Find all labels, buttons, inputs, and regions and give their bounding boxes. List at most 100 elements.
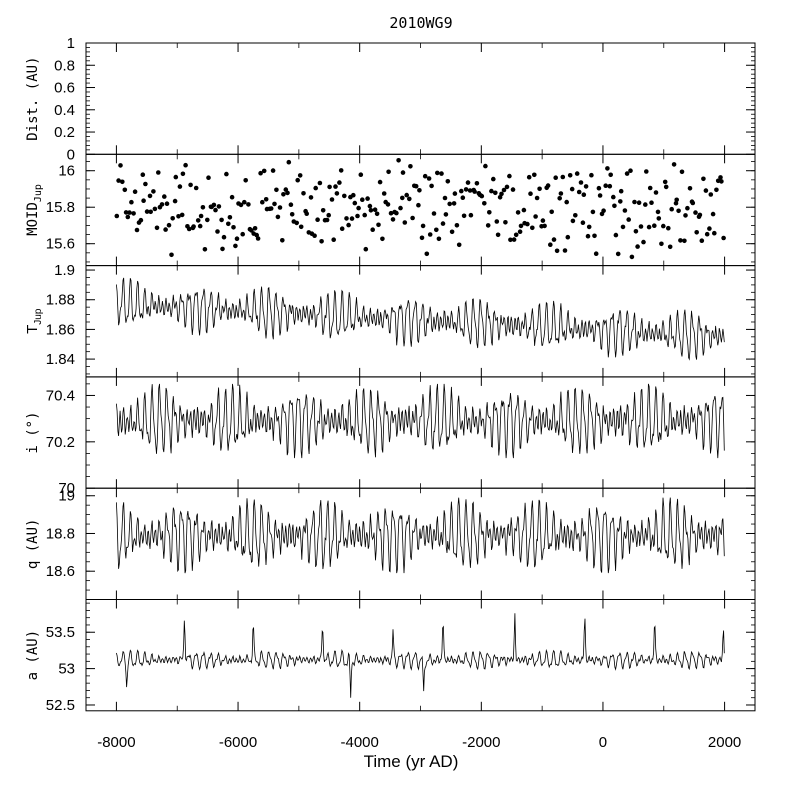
- moid-point: [342, 193, 347, 199]
- moid-point: [504, 184, 510, 190]
- moid-point: [545, 183, 551, 188]
- moid-point: [636, 200, 642, 205]
- moid-point: [315, 217, 320, 222]
- moid-point: [177, 184, 183, 189]
- moid-point: [125, 214, 131, 220]
- moid-point: [499, 191, 504, 197]
- moid-point: [272, 201, 277, 207]
- moid-point: [380, 236, 385, 242]
- x-tick-label: -8000: [97, 734, 135, 751]
- moid-point: [551, 237, 557, 242]
- moid-point: [570, 218, 576, 224]
- moid-point: [417, 188, 422, 193]
- panel-frame: [85, 376, 756, 489]
- moid-point: [419, 235, 425, 241]
- moid-point: [560, 174, 566, 180]
- y-tick-label: 1.88: [46, 292, 75, 309]
- moid-point: [472, 189, 477, 194]
- moid-point: [641, 239, 646, 245]
- moid-point: [459, 188, 464, 194]
- moid-point: [533, 214, 538, 219]
- moid-point: [169, 252, 174, 258]
- moid-point: [592, 233, 597, 239]
- moid-point: [410, 215, 415, 221]
- moid-point: [219, 217, 224, 223]
- moid-point: [394, 210, 399, 216]
- x-axis-label: Time (yr AD): [364, 752, 459, 771]
- moid-point: [603, 183, 608, 188]
- moid-point: [312, 233, 317, 238]
- moid-point: [708, 192, 714, 197]
- moid-point: [326, 212, 332, 218]
- moid-point: [721, 235, 726, 241]
- moid-point: [483, 163, 488, 169]
- moid-point: [622, 208, 628, 213]
- moid-point: [320, 208, 326, 213]
- moid-point: [215, 229, 220, 234]
- y-axis-label: a (AU): [25, 630, 41, 681]
- moid-point: [693, 210, 698, 215]
- moid-point: [280, 238, 285, 243]
- moid-point: [615, 251, 621, 257]
- panel-q: 18.6 18.8 19 q (AU): [25, 487, 756, 601]
- moid-point: [404, 192, 410, 198]
- moid-point: [618, 188, 624, 194]
- moid-point: [152, 206, 158, 212]
- moid-point: [304, 211, 310, 216]
- moid-point: [131, 211, 136, 216]
- moid-point: [297, 173, 303, 178]
- panel-tjup: 1.84 1.86 1.88 1.9 TJup: [24, 262, 756, 378]
- moid-point: [355, 213, 360, 219]
- moid-point: [678, 238, 683, 243]
- y-axis-label-subscript: Jup: [33, 184, 44, 202]
- moid-point: [434, 227, 439, 233]
- y-tick-label: 1.86: [46, 321, 75, 338]
- moid-point: [118, 163, 123, 168]
- moid-point: [530, 225, 535, 231]
- moid-point: [163, 227, 168, 232]
- moid-point: [465, 180, 471, 185]
- moid-point: [439, 171, 444, 176]
- moid-point: [365, 196, 370, 201]
- moid-point: [558, 191, 564, 196]
- moid-point: [227, 215, 233, 220]
- moid-point: [138, 217, 144, 223]
- moid-point: [461, 213, 467, 219]
- moid-point: [638, 224, 644, 229]
- moid-point: [452, 191, 458, 196]
- moid-point: [649, 200, 654, 205]
- moid-point: [255, 236, 261, 241]
- moid-point: [352, 200, 358, 206]
- moid-point: [601, 208, 606, 213]
- y-tick-label: 18.6: [46, 563, 75, 580]
- moid-point: [517, 229, 523, 234]
- moid-point: [114, 213, 120, 219]
- moid-point: [445, 179, 451, 184]
- moid-point: [400, 170, 406, 175]
- moid-point: [712, 230, 717, 236]
- panels: 0 0.2 0.4 0.6 0.8 1 Dist. (AU) 15.6 15.8 16 MOIDJu…: [24, 35, 756, 714]
- y-axis-label: Dist. (AU): [25, 57, 41, 141]
- y-tick-label: 15.6: [46, 236, 75, 253]
- moid-point: [431, 211, 437, 216]
- moid-point: [435, 170, 440, 176]
- moid-point: [238, 202, 244, 208]
- moid-point: [612, 203, 617, 209]
- moid-point: [661, 223, 666, 229]
- y-tick-label: 1.84: [46, 351, 75, 368]
- moid-point: [351, 192, 356, 198]
- moid-point: [690, 200, 696, 206]
- moid-point: [260, 199, 265, 205]
- moid-point: [596, 185, 602, 191]
- moid-point: [719, 179, 724, 184]
- moid-point: [319, 239, 324, 244]
- moid-point: [324, 217, 330, 223]
- moid-point: [669, 206, 674, 212]
- moid-point: [494, 219, 500, 224]
- moid-point: [569, 186, 575, 192]
- panel-frame: [85, 42, 756, 155]
- y-tick-label: 18.8: [46, 525, 75, 542]
- moid-point: [542, 223, 547, 229]
- moid-point: [487, 210, 492, 215]
- moid-point: [349, 216, 355, 221]
